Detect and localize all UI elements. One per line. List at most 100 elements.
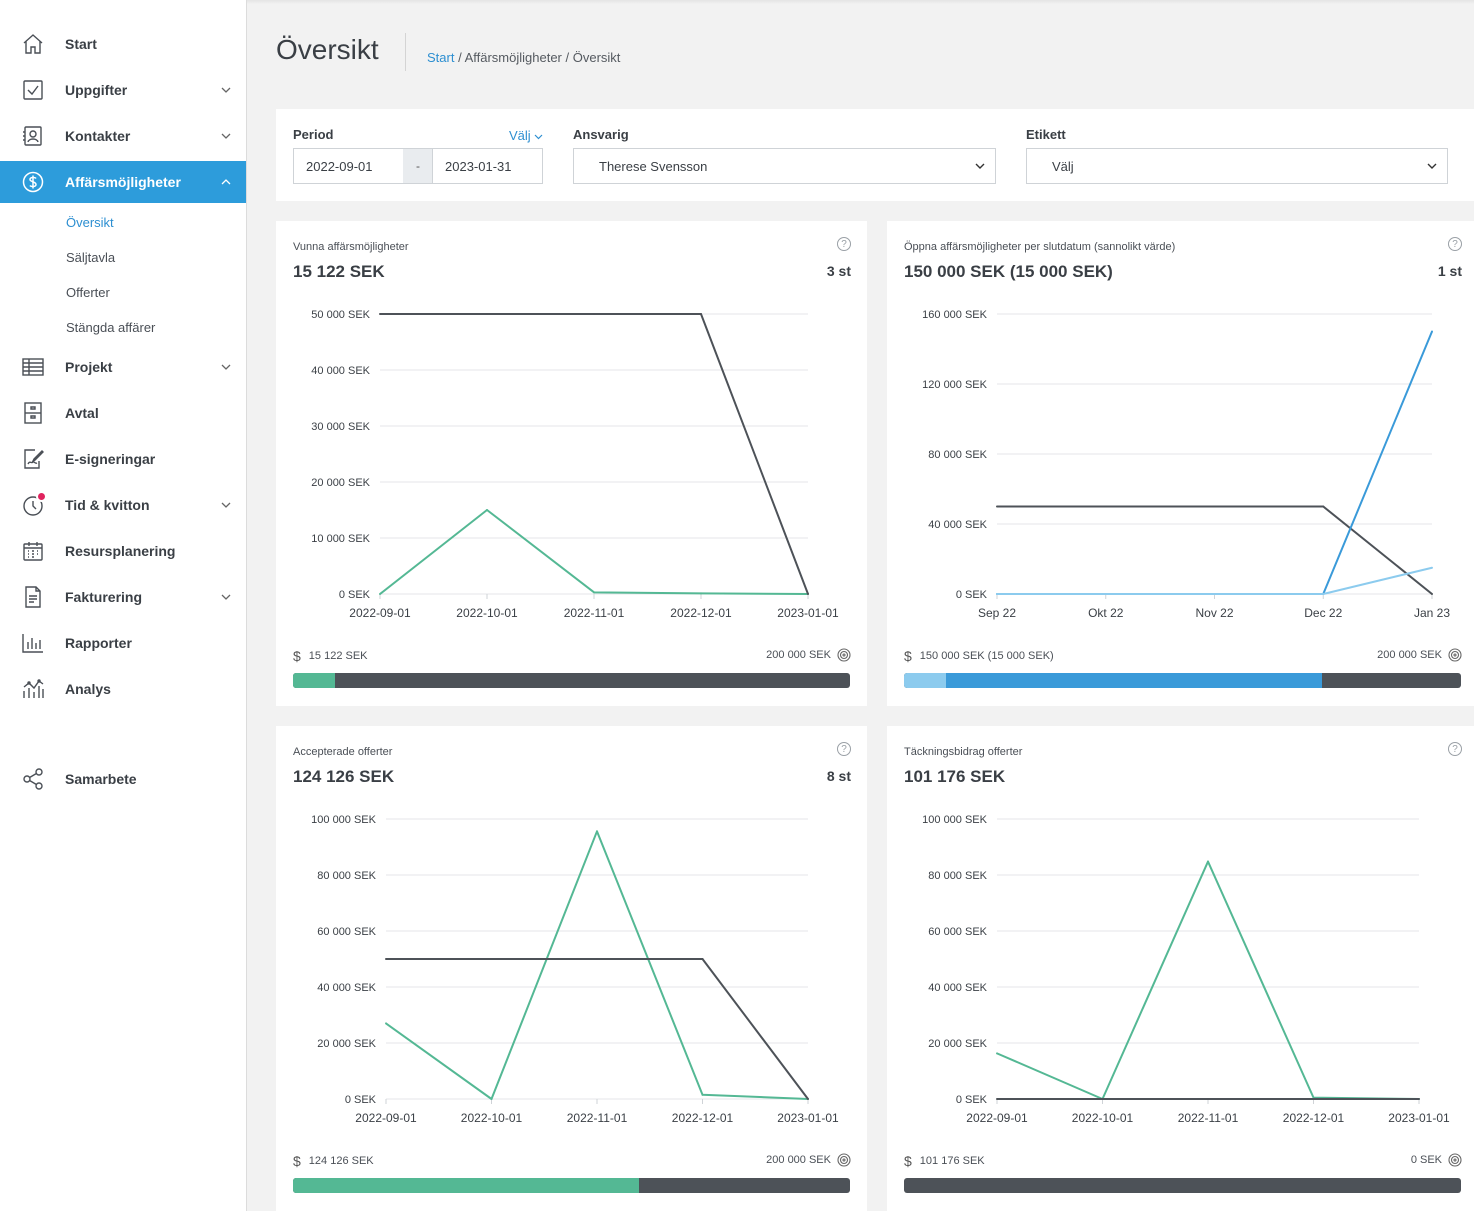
date-to-input[interactable]: 2023-01-31 [432,148,543,184]
y-tick-label: 0 SEK [956,1094,988,1106]
sidebar-item-fakturering[interactable]: Fakturering [0,576,246,618]
y-tick-label: 0 SEK [339,589,371,601]
sidebar-item-start[interactable]: Start [0,23,246,65]
x-tick-label: Sep 22 [978,606,1016,620]
subnav-item-oversikt[interactable]: Översikt [66,215,114,230]
data-point[interactable] [1213,593,1216,595]
data-point[interactable] [1104,505,1107,508]
dollar-icon: $ [904,648,912,664]
y-tick-label: 60 000 SEK [928,926,987,938]
sidebar-item-rapporter[interactable]: Rapporter [0,622,246,664]
footer-right-value: 200 000 SEK [1377,649,1442,661]
data-point[interactable] [1322,593,1325,595]
data-point[interactable] [1322,505,1325,508]
chevron-down-icon[interactable] [220,362,232,372]
y-tick-label: 30 000 SEK [311,421,370,433]
data-point[interactable] [1418,1098,1420,1100]
help-icon[interactable]: ? [1448,237,1462,251]
data-point[interactable] [385,958,387,960]
data-point[interactable] [1431,593,1433,595]
responsible-select[interactable]: Therese Svensson [573,148,996,184]
series-line[interactable] [379,509,809,595]
data-point[interactable] [1431,566,1433,569]
series-line[interactable] [997,566,1433,595]
data-point[interactable] [593,591,595,594]
chevron-down-icon[interactable] [220,592,232,602]
data-point[interactable] [596,830,598,833]
data-point[interactable] [700,592,702,595]
breadcrumb-link-start[interactable]: Start [427,50,455,65]
sidebar-item-kontakter[interactable]: Kontakter [0,115,246,157]
y-tick-label: 80 000 SEK [317,870,376,882]
sidebar-item-label: Resursplanering [65,543,176,559]
data-point[interactable] [1431,330,1433,333]
sidebar-item-label: Rapporter [65,635,132,651]
series-line[interactable] [997,331,1433,595]
sidebar-item-uppgifter[interactable]: Uppgifter [0,69,246,111]
data-point[interactable] [385,1022,387,1025]
data-point[interactable] [379,593,381,595]
series-line[interactable] [997,505,1433,595]
data-point[interactable] [486,509,488,511]
sidebar-item-samarbete[interactable]: Samarbete [0,758,246,800]
period-choose-link[interactable]: Välj [509,128,543,143]
data-point[interactable] [1213,505,1216,508]
sidebar-item-label: E-signeringar [65,451,156,467]
help-icon[interactable]: ? [837,237,851,251]
x-tick-label: 2022-11-01 [567,1111,628,1125]
card-value: 101 176 SEK [904,767,1006,786]
x-tick-label: 2022-09-01 [355,1111,417,1125]
data-point[interactable] [996,593,998,595]
chevron-down-icon[interactable] [220,131,232,141]
data-point[interactable] [1207,1098,1209,1100]
series-line[interactable] [996,860,1420,1100]
data-point[interactable] [701,1093,704,1096]
sidebar-item-avtal[interactable]: Avtal [0,392,246,434]
data-point[interactable] [701,958,704,960]
series-line[interactable] [385,830,809,1100]
data-point[interactable] [996,505,998,508]
series-line[interactable] [380,313,809,595]
data-point[interactable] [379,313,381,315]
data-point[interactable] [1101,1098,1104,1100]
sidebar-item-tid-kvitton[interactable]: Tid & kvitton [0,484,246,526]
chevron-down-icon[interactable] [220,500,232,510]
data-point[interactable] [490,958,493,960]
dollar-icon: $ [904,1153,912,1169]
data-point[interactable] [1312,1098,1315,1100]
data-point[interactable] [807,1098,809,1100]
progress-fill [945,673,1322,688]
progress-fill [904,673,946,688]
y-tick-label: 100 000 SEK [311,814,376,826]
series-line[interactable] [386,958,809,1100]
help-icon[interactable]: ? [837,742,851,756]
date-from-input[interactable]: 2022-09-01 [293,148,404,184]
sidebar-item-analys[interactable]: Analys [0,668,246,710]
tag-select[interactable]: Välj [1026,148,1448,184]
data-point[interactable] [996,1052,998,1055]
data-point[interactable] [807,593,809,595]
sidebar-item-projekt[interactable]: Projekt [0,346,246,388]
chevron-up-icon[interactable] [220,177,232,187]
x-tick-label: Dec 22 [1304,606,1342,620]
target-icon [1448,648,1462,662]
data-point[interactable] [486,313,488,315]
data-point[interactable] [1104,593,1107,595]
data-point[interactable] [996,1098,998,1100]
subnav-item-offerter[interactable]: Offerter [66,285,110,300]
sidebar-item-resursplanering[interactable]: Resursplanering [0,530,246,572]
data-point[interactable] [700,313,702,315]
data-point[interactable] [490,1098,493,1100]
y-tick-label: 0 SEK [345,1094,377,1106]
chevron-down-icon [975,163,985,169]
subnav-item-saljtavla[interactable]: Säljtavla [66,250,116,265]
sidebar-item-affarsmojligheter[interactable]: Affärsmöjligheter [0,161,246,203]
data-point[interactable] [1207,860,1209,863]
sidebar-item-e-signeringar[interactable]: E-signeringar [0,438,246,480]
data-point[interactable] [593,313,595,315]
chevron-down-icon[interactable] [220,85,232,95]
subnav-item-stangda-affarer[interactable]: Stängda affärer [66,320,156,335]
x-tick-label: 2023-01-01 [777,606,839,620]
help-icon[interactable]: ? [1448,742,1462,756]
data-point[interactable] [596,958,598,960]
